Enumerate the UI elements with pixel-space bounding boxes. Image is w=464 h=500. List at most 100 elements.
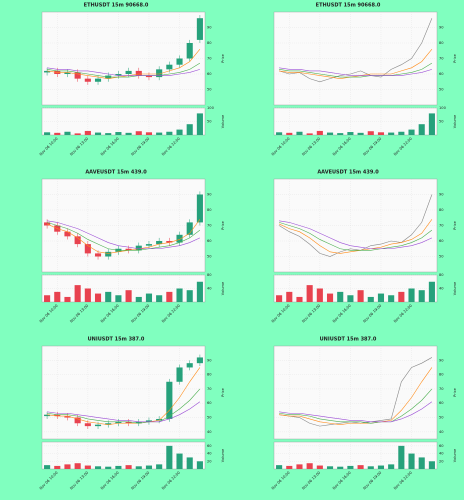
candle-body: [105, 251, 112, 257]
candle-body: [156, 241, 163, 245]
price-line: [279, 388, 433, 424]
candle-body: [135, 421, 142, 424]
volume-bar: [74, 285, 81, 302]
volume-bar: [125, 465, 132, 469]
candle-body: [176, 234, 183, 243]
candle-body: [125, 421, 132, 424]
chart-title: UNIUSDT 15m 387.0: [320, 337, 377, 343]
price-panel: [273, 178, 438, 273]
y-tick-label: 70: [207, 57, 212, 61]
candle-body: [44, 414, 51, 417]
y-tick-label: 70: [207, 387, 212, 391]
price-line: [279, 49, 433, 79]
volume-bar: [135, 131, 142, 135]
y-tick-label: 60: [439, 72, 444, 76]
volume-bar: [176, 129, 183, 135]
volume-bar: [135, 296, 142, 302]
volume-bar: [105, 133, 112, 135]
volume-bar: [84, 130, 91, 135]
volume-bar: [94, 293, 102, 302]
volume-bar: [115, 465, 122, 469]
y-tick-label: 60: [439, 239, 444, 243]
volume-axis-label: Volume: [221, 448, 225, 462]
y-tick-label: 70: [439, 57, 444, 61]
volume-bar: [44, 295, 51, 302]
candle-body: [74, 417, 81, 424]
y-tick-label: 60: [207, 72, 212, 76]
volume-tick-label: 20: [207, 459, 212, 463]
volume-bar: [94, 132, 102, 135]
volume-bar: [316, 288, 323, 302]
y-tick-label: 60: [207, 239, 212, 243]
candle-body: [115, 421, 122, 424]
volume-tick-label: 100: [207, 106, 215, 110]
candle-body: [94, 424, 102, 427]
volume-bar: [408, 288, 415, 302]
candle-body: [196, 194, 203, 223]
volume-tick-label: 40: [207, 452, 212, 456]
volume-bar: [347, 465, 354, 469]
volume-bar: [337, 466, 344, 469]
volume-bar: [418, 290, 425, 302]
volume-bar: [377, 293, 385, 302]
candle-body: [94, 253, 102, 257]
candle-body: [186, 222, 193, 235]
volume-bar: [398, 445, 405, 469]
volume-bar: [54, 132, 61, 135]
candle-body: [196, 18, 203, 40]
volume-bar: [326, 466, 334, 469]
volume-bar: [418, 457, 425, 469]
volume-tick-label: 100: [439, 106, 447, 110]
candle-body: [156, 69, 163, 78]
volume-bar: [408, 453, 415, 469]
volume-bar: [316, 130, 323, 135]
volume-bar: [398, 291, 405, 302]
volume-bar: [408, 129, 415, 135]
y-axis-label: Price: [221, 387, 225, 397]
volume-bar: [367, 466, 374, 469]
volume-bar: [276, 465, 283, 469]
price-panel: [273, 11, 438, 106]
y-axis-label: Price: [221, 53, 225, 63]
volume-bar: [388, 295, 395, 302]
candle-body: [156, 418, 163, 421]
volume-bar: [367, 131, 374, 135]
volume-tick-label: 40: [207, 287, 212, 291]
candle-body: [64, 72, 71, 74]
volume-tick-label: 80: [207, 273, 212, 277]
volume-bar: [64, 464, 71, 469]
y-tick-label: 40: [439, 430, 444, 434]
y-axis-label: Price: [453, 387, 457, 397]
y-tick-label: 90: [207, 26, 212, 30]
price-panel: [41, 178, 206, 273]
y-tick-label: 50: [207, 255, 212, 259]
volume-bar: [166, 131, 173, 135]
price-line: [279, 220, 433, 250]
price-line: [279, 367, 433, 425]
volume-bar: [286, 465, 293, 469]
volume-bar: [316, 465, 323, 469]
y-tick-label: 70: [439, 387, 444, 391]
volume-bar: [428, 281, 435, 302]
y-tick-label: 80: [439, 41, 444, 45]
candle-body: [186, 43, 193, 59]
candle-body: [84, 423, 91, 427]
candle-body: [166, 64, 173, 70]
volume-bar: [418, 124, 425, 135]
volume-bar: [44, 132, 51, 135]
volume-bar: [115, 132, 122, 135]
price-line: [47, 49, 201, 79]
candle-body: [74, 72, 81, 79]
y-tick-label: 90: [207, 193, 212, 197]
candle-body: [125, 70, 132, 74]
candle-body: [84, 244, 91, 254]
volume-bar: [105, 291, 112, 302]
volume-bar: [347, 132, 354, 135]
price-line: [47, 62, 201, 78]
candle-body: [84, 78, 91, 82]
candle-body: [166, 241, 173, 243]
volume-bar: [166, 445, 173, 469]
volume-bar: [186, 457, 193, 469]
volume-axis-label: Volume: [453, 281, 457, 295]
y-tick-label: 70: [439, 224, 444, 228]
